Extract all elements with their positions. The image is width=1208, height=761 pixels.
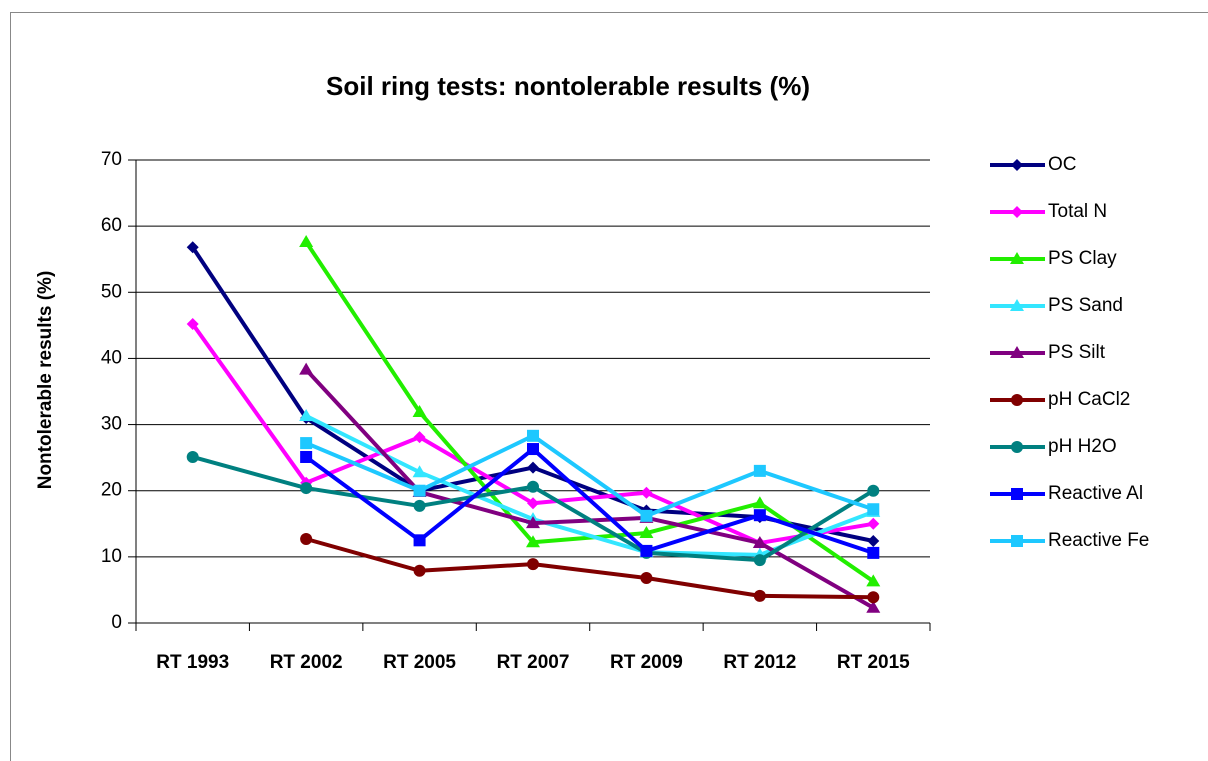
marker — [186, 318, 199, 331]
marker — [753, 464, 766, 477]
marker — [413, 499, 426, 512]
marker — [867, 503, 880, 516]
marker — [753, 509, 766, 522]
marker — [413, 484, 426, 497]
marker — [752, 496, 767, 509]
marker — [300, 532, 313, 545]
marker — [186, 241, 199, 254]
chart-frame — [10, 12, 1208, 761]
legend-label: PS Sand — [1048, 295, 1123, 316]
y-tick-label: 50 — [101, 281, 122, 302]
y-tick-label: 10 — [101, 546, 122, 567]
marker — [412, 405, 427, 418]
y-tick-label: 60 — [101, 215, 122, 236]
legend-marker — [1011, 159, 1023, 171]
marker — [639, 526, 654, 539]
marker — [300, 482, 313, 495]
marker — [527, 443, 539, 456]
marker — [527, 461, 539, 474]
marker — [527, 429, 539, 442]
legend-marker — [1011, 488, 1023, 500]
marker — [527, 480, 539, 493]
marker — [867, 591, 880, 604]
legend-label: PS Clay — [1048, 248, 1117, 269]
marker — [866, 600, 881, 613]
series-line — [304, 447, 874, 555]
marker — [299, 362, 314, 375]
legend-label: pH CaCl2 — [1048, 389, 1130, 410]
marker — [867, 517, 880, 530]
chart-title: Soil ring tests: nontolerable results (%… — [326, 71, 810, 101]
y-axis-label: Nontolerable results (%) — [35, 271, 56, 490]
series-line — [305, 537, 874, 600]
x-tick-label: RT 2009 — [610, 652, 683, 673]
marker — [527, 497, 539, 510]
series-line — [305, 433, 874, 518]
x-tick-label: RT 1993 — [156, 652, 229, 673]
marker — [413, 534, 426, 547]
legend-marker — [1011, 206, 1023, 218]
marker — [867, 546, 880, 559]
legend-marker — [1010, 252, 1024, 264]
marker — [412, 465, 427, 478]
marker — [413, 431, 426, 444]
legend-label: OC — [1048, 154, 1077, 175]
marker — [526, 535, 540, 548]
legend-label: Reactive Al — [1048, 483, 1143, 504]
y-tick-label: 70 — [101, 149, 122, 170]
marker — [300, 450, 313, 463]
x-tick-label: RT 2012 — [723, 652, 796, 673]
marker — [640, 486, 653, 499]
legend-marker — [1011, 394, 1023, 406]
y-tick-label: 0 — [111, 612, 122, 633]
marker — [867, 534, 880, 547]
marker — [640, 572, 653, 585]
marker — [866, 574, 881, 587]
legend-label: Total N — [1048, 201, 1107, 222]
marker — [413, 564, 426, 577]
marker — [526, 516, 540, 529]
x-tick-label: RT 2015 — [837, 652, 910, 673]
marker — [753, 589, 766, 602]
legend-label: pH H2O — [1048, 436, 1117, 457]
legend-marker — [1011, 535, 1023, 547]
x-tick-label: RT 2002 — [270, 652, 343, 673]
marker — [299, 408, 314, 421]
legend-label: Reactive Fe — [1048, 530, 1149, 551]
marker — [752, 535, 767, 548]
x-tick-label: RT 2005 — [383, 652, 456, 673]
marker — [527, 558, 539, 571]
marker — [186, 450, 199, 463]
y-tick-label: 40 — [101, 347, 122, 368]
marker — [867, 484, 880, 497]
y-tick-label: 30 — [101, 414, 122, 435]
legend-marker — [1010, 346, 1024, 358]
legend-label: PS Silt — [1048, 342, 1106, 363]
marker — [640, 544, 653, 557]
x-tick-label: RT 2007 — [497, 652, 570, 673]
marker — [753, 554, 766, 567]
marker — [640, 509, 653, 522]
legend-marker — [1011, 441, 1023, 453]
marker — [300, 437, 313, 450]
marker — [299, 235, 314, 248]
legend-marker — [1010, 299, 1024, 311]
y-tick-label: 20 — [101, 480, 122, 501]
